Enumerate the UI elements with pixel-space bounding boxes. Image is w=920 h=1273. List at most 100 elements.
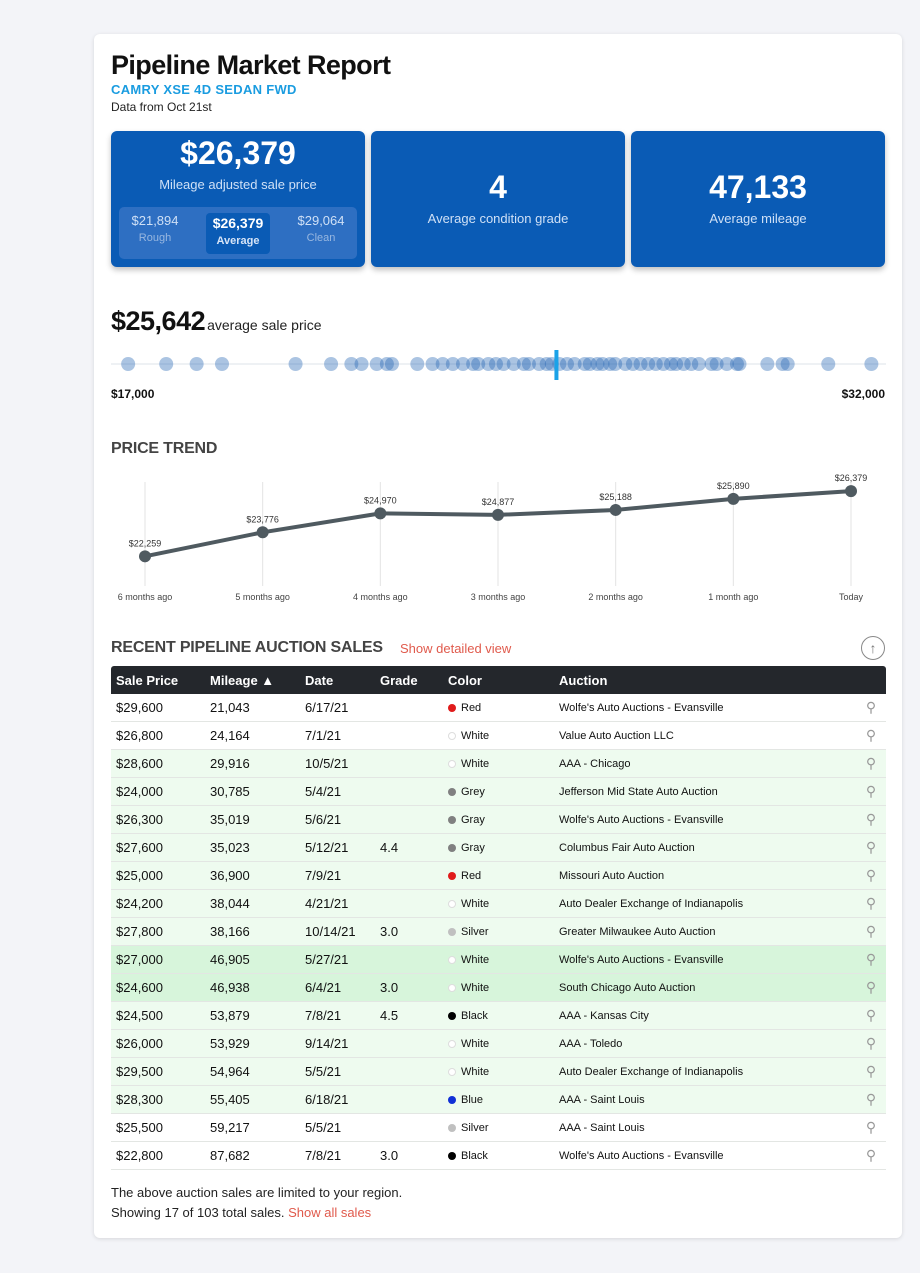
cell-grade (375, 1085, 443, 1114)
table-row[interactable]: $24,600 46,938 6/4/21 3.0 White South Chicago… (111, 973, 886, 1002)
magnifier-icon[interactable]: ⚲ (856, 1057, 886, 1086)
sale-dot (344, 357, 359, 371)
cell-mileage: 35,023 (205, 833, 300, 862)
show-detailed-view-link[interactable]: Show detailed view (400, 641, 512, 656)
sale-dot (567, 357, 582, 371)
show-all-sales-link[interactable]: Show all sales (288, 1205, 372, 1220)
clean-price-value: $29,064 (297, 213, 345, 228)
sale-dot (775, 357, 790, 371)
color-swatch (448, 1067, 456, 1076)
table-row[interactable]: $24,200 38,044 4/21/21 White Auto Dealer Exc… (111, 889, 886, 918)
trend-point (845, 485, 857, 498)
cell-auction: Auto Dealer Exchange of Indianapolis (554, 889, 856, 918)
col-auction[interactable]: Auction (554, 666, 856, 694)
magnifier-icon[interactable]: ⚲ (856, 805, 886, 834)
magnifier-icon[interactable]: ⚲ (856, 1113, 886, 1142)
table-row[interactable]: $29,500 54,964 5/5/21 White Auto Dealer Exch… (111, 1057, 886, 1086)
trend-x-label: Today (839, 592, 864, 602)
table-row[interactable]: $22,800 87,682 7/8/21 3.0 Black Wolfe's Auto … (111, 1141, 886, 1170)
table-row[interactable]: $27,600 35,023 5/12/21 4.4 Gray Columbus Fair… (111, 833, 886, 862)
cell-mileage: 36,900 (205, 861, 300, 890)
magnifier-icon[interactable]: ⚲ (856, 1001, 886, 1030)
table-row[interactable]: $25,500 59,217 5/5/21 Silver AAA - Saint Lou… (111, 1113, 886, 1142)
clean-price: $29,064 Clean (289, 213, 353, 244)
col-date[interactable]: Date (300, 666, 375, 694)
magnifier-icon[interactable]: ⚲ (856, 861, 886, 890)
table-row[interactable]: $29,600 21,043 6/17/21 Red Wolfe's Auto Auct… (111, 694, 886, 722)
sale-dot (354, 357, 369, 371)
cell-mileage: 54,964 (205, 1057, 300, 1086)
color-swatch (448, 843, 456, 852)
cell-price: $24,500 (111, 1001, 205, 1030)
sale-dot (506, 357, 521, 371)
cell-date: 5/6/21 (300, 805, 375, 834)
sale-dot (466, 357, 481, 371)
cell-color: Black (443, 1001, 554, 1030)
table-row[interactable]: $27,000 46,905 5/27/21 White Wolfe's Auto Au… (111, 945, 886, 974)
color-swatch (448, 731, 456, 740)
cell-grade (375, 721, 443, 750)
cell-auction: AAA - Kansas City (554, 1001, 856, 1030)
magnifier-icon[interactable]: ⚲ (856, 749, 886, 778)
cell-grade (375, 749, 443, 778)
cell-color: White (443, 889, 554, 918)
rough-price-value: $21,894 (131, 213, 179, 228)
cell-mileage: 35,019 (205, 805, 300, 834)
table-row[interactable]: $25,000 36,900 7/9/21 Red Missouri Auto Auct… (111, 861, 886, 890)
cell-auction: Columbus Fair Auto Auction (554, 833, 856, 862)
scroll-up-icon[interactable]: ↑ (861, 636, 885, 660)
sale-dot (384, 357, 399, 371)
magnifier-icon[interactable]: ⚲ (856, 694, 886, 722)
table-row[interactable]: $24,000 30,785 5/4/21 Grey Jefferson Mid Sta… (111, 777, 886, 806)
table-row[interactable]: $28,600 29,916 10/5/21 White AAA - Chicago ⚲ (111, 749, 886, 778)
color-name: Silver (461, 1121, 489, 1134)
cell-price: $29,600 (111, 694, 205, 722)
cell-mileage: 46,905 (205, 945, 300, 974)
sale-dot (521, 357, 536, 371)
magnifier-icon[interactable]: ⚲ (856, 889, 886, 918)
sale-dot (121, 357, 136, 371)
table-row[interactable]: $26,800 24,164 7/1/21 White Value Auto Aucti… (111, 721, 886, 750)
cell-date: 5/12/21 (300, 833, 375, 862)
table-row[interactable]: $28,300 55,405 6/18/21 Blue AAA - Saint Loui… (111, 1085, 886, 1114)
trend-x-label: 6 months ago (118, 592, 173, 602)
sales-count-text: Showing 17 of 103 total sales. (111, 1205, 285, 1220)
magnifier-icon[interactable]: ⚲ (856, 945, 886, 974)
magnifier-icon[interactable]: ⚲ (856, 917, 886, 946)
cell-price: $26,300 (111, 805, 205, 834)
sale-dot (488, 357, 503, 371)
color-swatch (448, 1095, 456, 1104)
col-sale-price[interactable]: Sale Price (111, 666, 205, 694)
sale-dot (641, 357, 656, 371)
cell-color: Red (443, 861, 554, 890)
color-name: White (461, 981, 490, 994)
table-row[interactable]: $27,800 38,166 10/14/21 3.0 Silver Greater Mi… (111, 917, 886, 946)
table-row[interactable]: $24,500 53,879 7/8/21 4.5 Black AAA - Kansas … (111, 1001, 886, 1030)
trend-point (727, 492, 740, 505)
color-swatch (448, 787, 456, 796)
magnifier-icon[interactable]: ⚲ (856, 1085, 886, 1114)
table-row[interactable]: $26,300 35,019 5/6/21 Gray Wolfe's Auto Auct… (111, 805, 886, 834)
col-color[interactable]: Color (443, 666, 554, 694)
sale-dot (732, 357, 747, 371)
magnifier-icon[interactable]: ⚲ (856, 1141, 886, 1170)
cell-date: 6/18/21 (300, 1085, 375, 1114)
col-grade[interactable]: Grade (375, 666, 443, 694)
col-actions (856, 666, 886, 694)
price-trend-chart: $22,259 6 months ago $23,776 5 months ago $2… (118, 474, 868, 602)
cell-grade (375, 805, 443, 834)
cell-price: $27,000 (111, 945, 205, 974)
magnifier-icon[interactable]: ⚲ (856, 721, 886, 750)
magnifier-icon[interactable]: ⚲ (856, 777, 886, 806)
magnifier-icon[interactable]: ⚲ (856, 1029, 886, 1058)
magnifier-icon[interactable]: ⚲ (856, 833, 886, 862)
cell-date: 10/5/21 (300, 749, 375, 778)
col-mileage[interactable]: Mileage ▲ (205, 666, 300, 694)
cell-price: $28,300 (111, 1085, 205, 1114)
sale-dot (821, 357, 836, 371)
cell-grade: 4.4 (375, 833, 443, 862)
table-row[interactable]: $26,000 53,929 9/14/21 White AAA - Toledo ⚲ (111, 1029, 886, 1058)
trend-value-label: $24,970 (364, 495, 397, 505)
magnifier-icon[interactable]: ⚲ (856, 973, 886, 1002)
color-swatch (448, 1039, 456, 1048)
